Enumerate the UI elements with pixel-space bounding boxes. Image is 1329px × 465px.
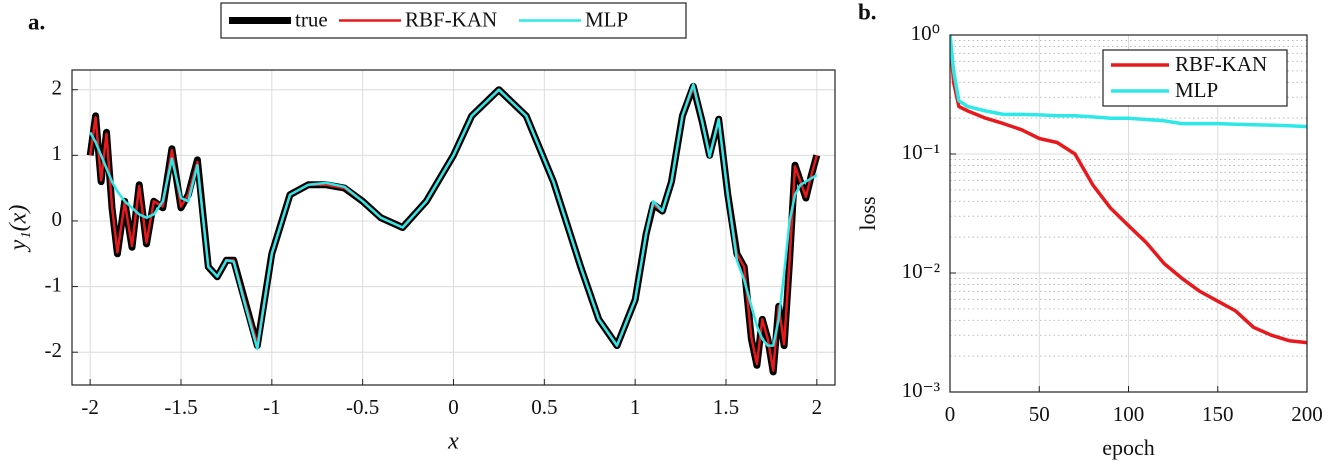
- y-axis-label: loss: [855, 196, 880, 230]
- y-tick-label: 10⁻³: [902, 378, 940, 402]
- legend-label: RBF-KAN: [1175, 52, 1267, 76]
- x-tick-label: 150: [1202, 402, 1234, 426]
- x-tick-label: 50: [1029, 402, 1050, 426]
- legend-box: [220, 2, 687, 39]
- x-tick-label: 200: [1291, 402, 1323, 426]
- x-tick-label: -0.5: [346, 395, 379, 419]
- x-tick-label: 1: [630, 395, 641, 419]
- y-tick-label: -1: [45, 272, 63, 296]
- series-line: [950, 35, 1307, 345]
- axes-box: [949, 34, 1308, 393]
- legend-box: [1102, 49, 1288, 107]
- legend-label: MLP: [585, 7, 628, 31]
- legend-label: true: [295, 7, 328, 31]
- x-axis-label: epoch: [1102, 435, 1155, 460]
- y-axis-label: y₁(x): [6, 205, 32, 253]
- y-tick-label: 10⁰: [911, 21, 940, 45]
- legend-label: MLP: [1175, 78, 1218, 102]
- y-tick-label: -2: [45, 338, 63, 362]
- panel-label: a.: [28, 9, 45, 34]
- legend-label: RBF-KAN: [405, 7, 497, 31]
- x-tick-label: -1: [263, 395, 281, 419]
- panel-label: b.: [858, 0, 877, 24]
- y-tick-label: 1: [52, 141, 63, 165]
- axes-box: [71, 69, 836, 386]
- series-line: [89, 83, 818, 351]
- x-tick-label: 1.5: [713, 395, 739, 419]
- x-tick-label: -2: [81, 395, 99, 419]
- x-tick-label: 0.5: [531, 395, 557, 419]
- x-tick-label: 0: [448, 395, 459, 419]
- x-tick-label: -1.5: [164, 395, 197, 419]
- series-line: [950, 35, 1307, 129]
- y-tick-label: 0: [52, 207, 63, 231]
- x-axis-label: x: [447, 429, 459, 455]
- y-tick-label: 2: [52, 76, 63, 100]
- y-tick-label: 10⁻¹: [902, 140, 940, 164]
- y-tick-label: 10⁻²: [902, 259, 940, 283]
- x-tick-label: 100: [1113, 402, 1145, 426]
- x-tick-label: 2: [812, 395, 823, 419]
- x-tick-label: 0: [945, 402, 956, 426]
